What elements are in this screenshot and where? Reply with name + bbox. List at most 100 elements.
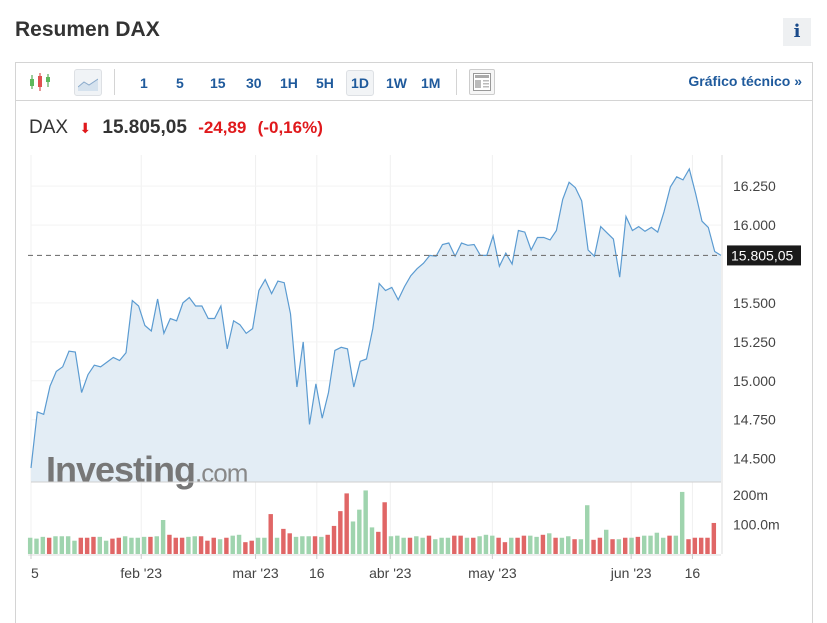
interval-1M[interactable]: 1M [421, 75, 441, 91]
volume-bar [53, 536, 58, 554]
volume-bar [610, 539, 615, 554]
volume-bar [686, 539, 691, 554]
volume-bar [591, 539, 596, 554]
volume-bar [604, 529, 609, 554]
volume-bar [534, 536, 539, 554]
volume-bar [325, 534, 330, 554]
last-price: 15.805,05 [102, 117, 187, 138]
volume-bar [46, 537, 52, 554]
volume-bar [167, 534, 172, 554]
interval-5H[interactable]: 5H [316, 75, 334, 91]
x-tick-label: 5 [31, 565, 39, 581]
y-tick-label: 14.750 [733, 412, 776, 428]
volume-bar [293, 536, 299, 554]
volume-bar [407, 537, 413, 554]
volume-bar [198, 536, 204, 554]
price-change: -24,89 [198, 118, 247, 137]
interval-15[interactable]: 15 [210, 75, 226, 91]
volume-bar [629, 537, 634, 554]
volume-bar [154, 536, 159, 554]
volume-bar [363, 490, 368, 554]
volume-bar [306, 536, 311, 554]
volume-bar [217, 539, 223, 554]
volume-bar [65, 536, 71, 554]
volume-bar [705, 537, 710, 554]
volume-bar [502, 542, 508, 554]
volume-bar [414, 536, 419, 554]
price-area [31, 169, 721, 482]
volume-bar [464, 537, 470, 554]
volume-bar [515, 537, 520, 554]
y-tick-label: 15.500 [733, 295, 776, 311]
volume-bar [635, 536, 641, 554]
y-tick-label: 16.250 [733, 178, 776, 194]
x-tick-label: abr '23 [369, 565, 412, 581]
interval-30[interactable]: 30 [246, 75, 262, 91]
y-tick-label: 16.000 [733, 217, 776, 233]
volume-bar [496, 537, 501, 554]
volume-bar [78, 537, 84, 554]
y-tick-label: 15.000 [733, 373, 776, 389]
volume-bar [698, 537, 704, 554]
interval-1[interactable]: 1 [140, 75, 148, 91]
volume-bar [91, 536, 96, 554]
volume-bar [395, 535, 400, 554]
volume-bar [382, 502, 387, 554]
quote-line: DAX ⬇ 15.805,05 -24,89 (-0,16%) [29, 117, 329, 139]
volume-bar [122, 536, 128, 554]
volume-bar [547, 533, 552, 554]
volume-bar [148, 536, 153, 554]
volume-bar [477, 536, 482, 554]
volume-bar [338, 511, 343, 554]
x-tick-label: 16 [309, 565, 325, 581]
volume-bar [654, 532, 660, 554]
volume-bar [471, 537, 476, 554]
volume-bar [97, 536, 103, 554]
volume-bar [572, 539, 577, 554]
divider [456, 69, 457, 95]
volume-bar [566, 536, 571, 554]
volume-bar [243, 542, 248, 554]
volume-bar [521, 535, 527, 554]
volume-bar [186, 536, 191, 554]
candlestick-icon[interactable] [28, 72, 52, 92]
volume-bar [528, 535, 533, 554]
price-change-percent: (-0,16%) [257, 118, 323, 137]
volume-bar [319, 536, 324, 554]
volume-bar [236, 534, 242, 554]
volume-bar [401, 537, 406, 554]
volume-bar [287, 533, 292, 554]
volume-bar [426, 535, 432, 554]
volume-bar [116, 537, 122, 554]
technical-chart-link[interactable]: Gráfico técnico » [688, 73, 802, 89]
y-tick-label: 15.250 [733, 334, 776, 350]
info-button[interactable]: i [783, 18, 811, 46]
price-line [30, 167, 722, 469]
x-tick-label: may '23 [468, 565, 517, 581]
volume-bar [59, 536, 65, 554]
interval-1D[interactable]: 1D [346, 70, 374, 96]
price-chart[interactable]: Investing.com 14.50014.75015.00015.25015.… [0, 0, 827, 603]
layout-button[interactable] [469, 69, 495, 95]
volume-bar [255, 537, 261, 554]
x-tick-label: feb '23 [120, 565, 162, 581]
volume-bar [27, 537, 33, 554]
volume-bar [84, 537, 90, 554]
volume-bar [433, 539, 438, 554]
volume-bar [179, 537, 185, 554]
volume-bar [230, 535, 235, 554]
area-chart-button[interactable] [74, 69, 102, 96]
volume-bar [135, 537, 140, 554]
chart-toolbar: 1 5 15 30 1H 5H 1D 1W 1M Gráfico técnico » [16, 63, 812, 101]
volume-bar [559, 537, 565, 554]
volume-bar [452, 535, 457, 554]
interval-1H[interactable]: 1H [280, 75, 298, 91]
volume-bar [141, 536, 147, 554]
interval-5[interactable]: 5 [176, 75, 184, 91]
interval-1W[interactable]: 1W [386, 75, 407, 91]
volume-bar [262, 537, 267, 554]
volume-bar [388, 536, 394, 554]
volume-bar [458, 535, 463, 554]
volume-bar [445, 537, 451, 554]
volume-bar [667, 535, 672, 554]
